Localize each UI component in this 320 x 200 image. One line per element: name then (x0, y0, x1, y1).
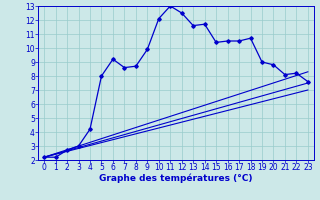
X-axis label: Graphe des températures (°C): Graphe des températures (°C) (99, 174, 253, 183)
